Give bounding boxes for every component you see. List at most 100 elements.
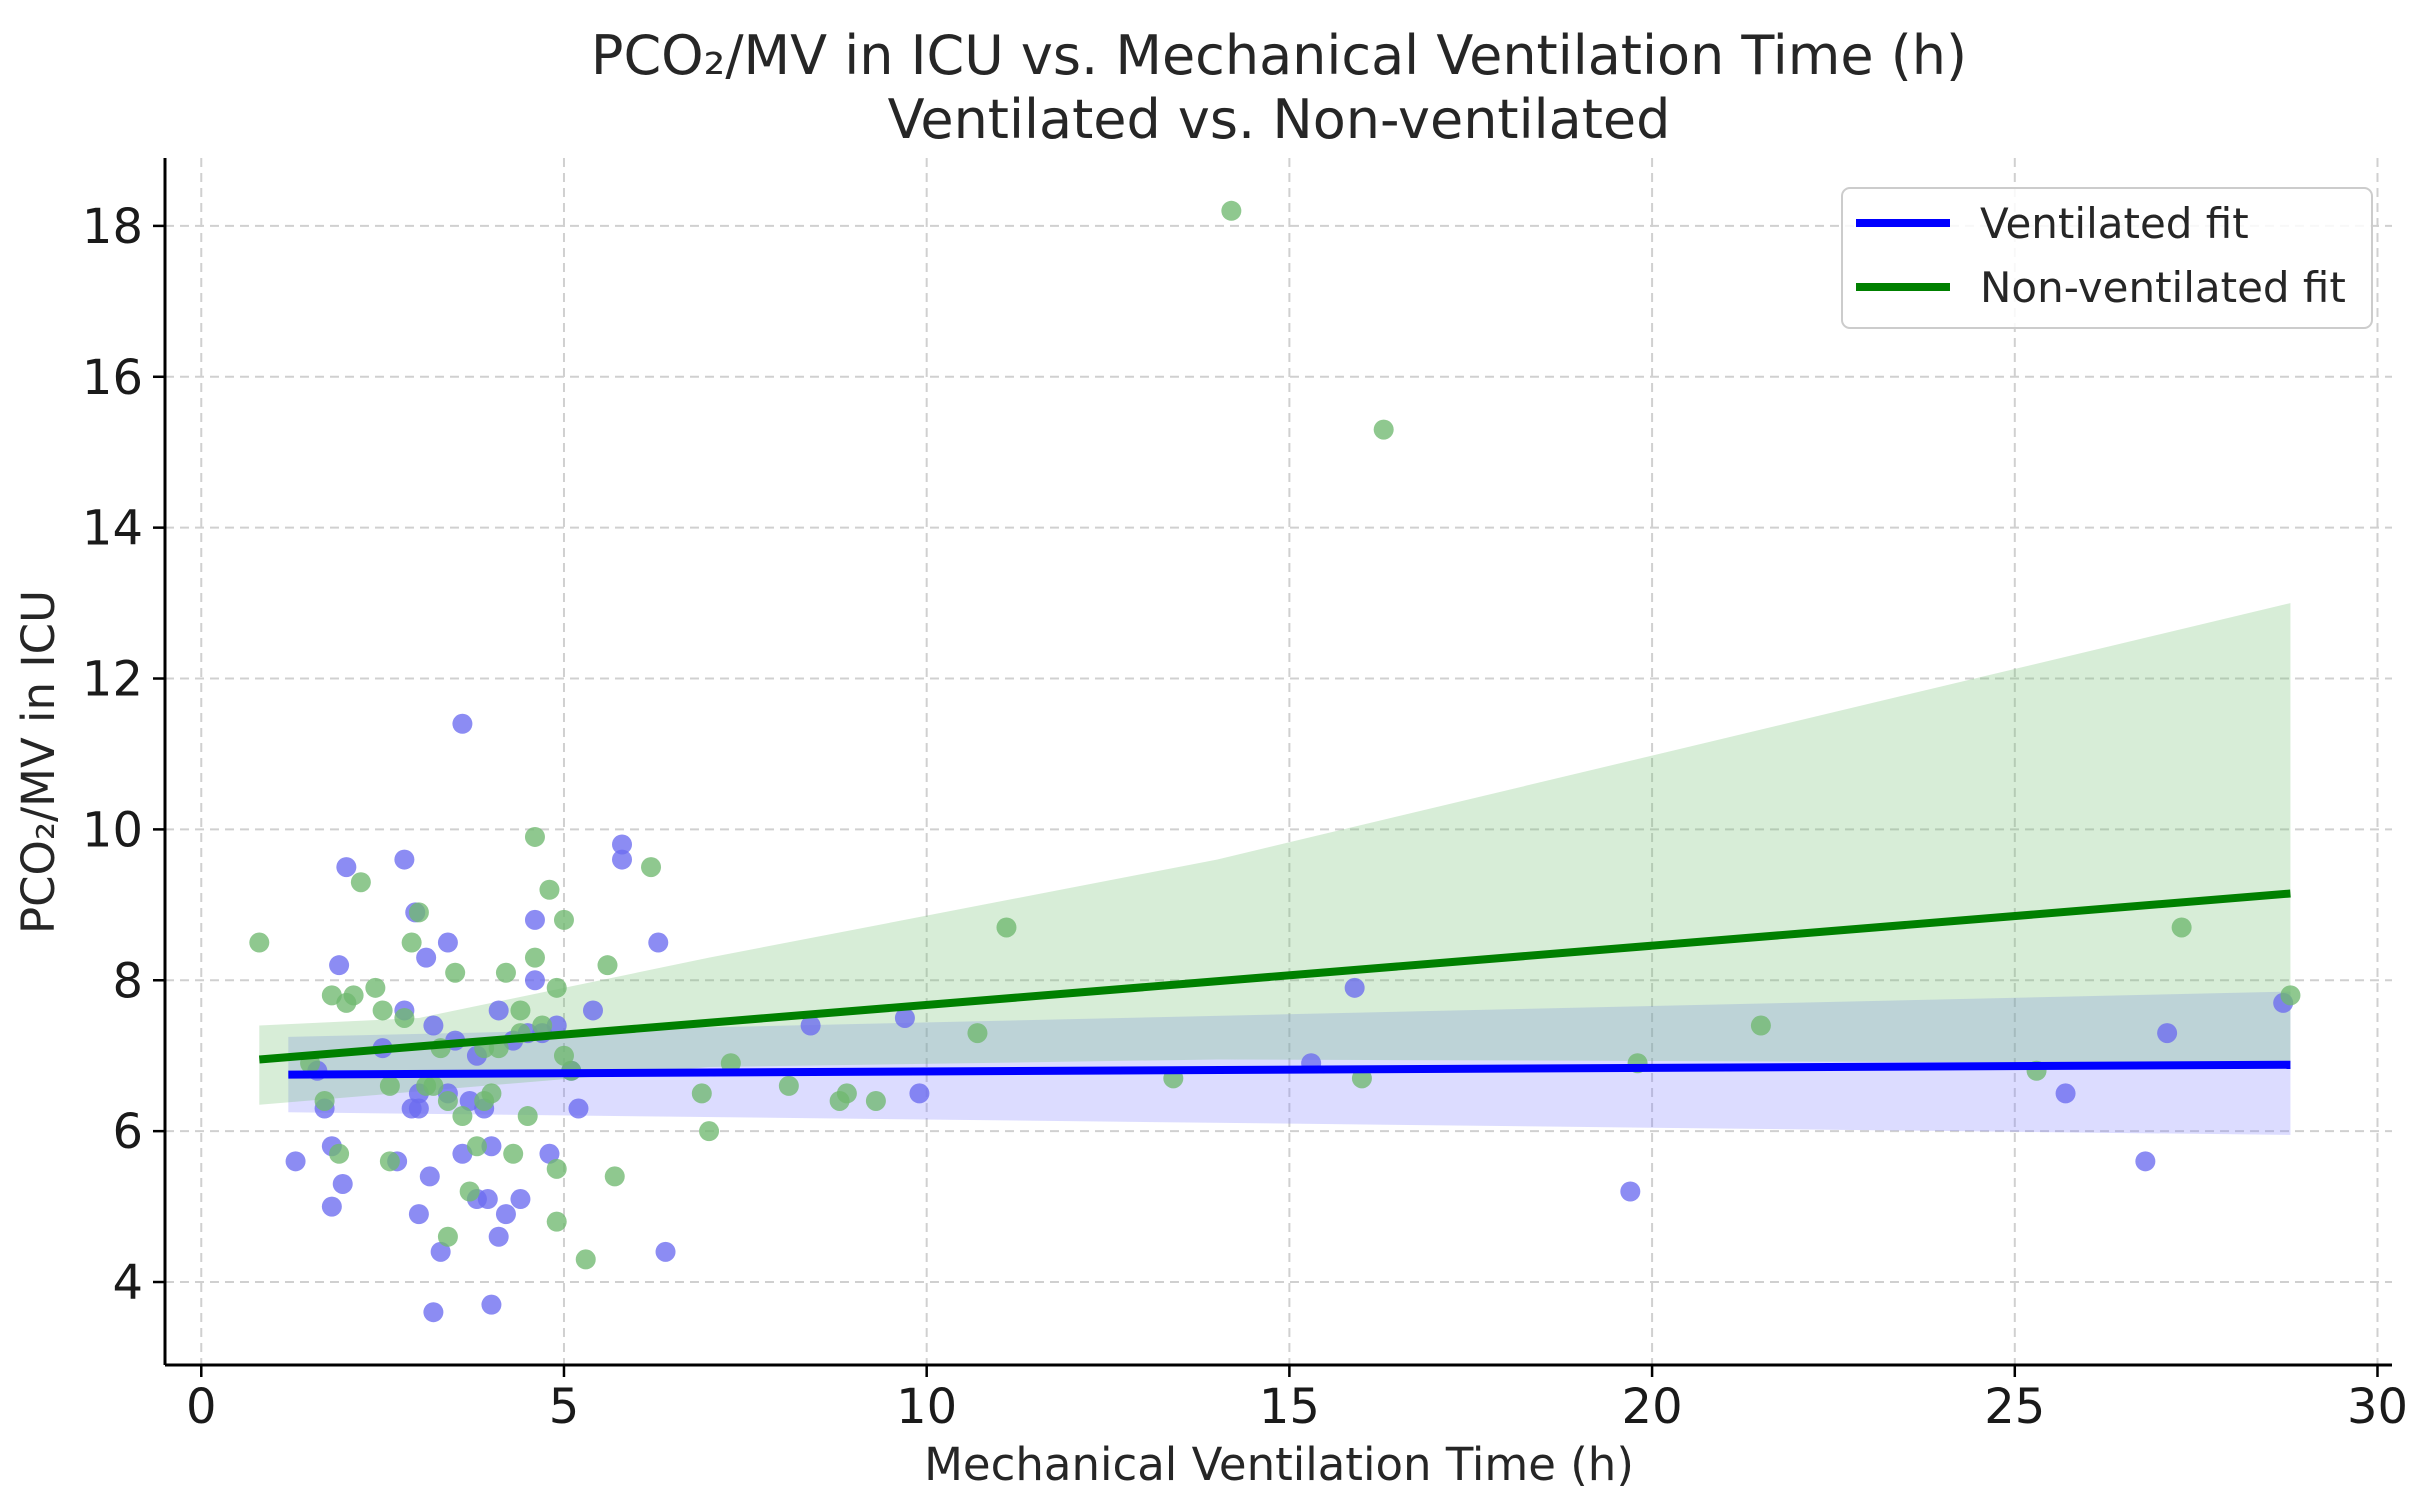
x-tick-label: 10 [896,1379,957,1435]
y-tick-label: 8 [112,953,143,1009]
non-ventilated-point [466,1136,487,1157]
non-ventilated-point [524,947,545,968]
confidence-band-non-ventilated [259,603,2291,1105]
ventilated-point [481,1136,502,1157]
ventilated-point [416,947,437,968]
y-tick-label: 16 [82,350,143,406]
non-ventilated-point [2171,917,2192,938]
ventilated-point [510,1189,531,1210]
non-ventilated-point [437,1226,458,1247]
non-ventilated-point [459,1181,480,1202]
non-ventilated-point [423,1075,444,1096]
non-ventilated-point [379,1151,400,1172]
ventilated-point [2135,1151,2156,1172]
non-ventilated-point [372,1000,393,1021]
x-tick-label: 5 [549,1379,580,1435]
grid-layer [165,158,2392,1365]
ventilated-point [2055,1083,2076,1104]
y-tick-label: 10 [82,802,143,858]
non-ventilated-point [394,1007,415,1028]
non-ventilated-point [778,1075,799,1096]
non-ventilated-point [641,857,662,878]
non-ventilated-point [314,1090,335,1111]
chart-title-line-1: PCO₂/MV in ICU vs. Mechanical Ventilatio… [591,24,1967,87]
ventilated-point [285,1151,306,1172]
ventilated-point [394,849,415,870]
x-tick-label: 30 [2347,1379,2408,1435]
ventilated-point [452,713,473,734]
ventilated-point [481,1294,502,1315]
tick-labels: 0 5 10 15 20 25 30 4 6 8 10 12 14 16 18 [82,199,2408,1435]
ventilated-point [1620,1181,1641,1202]
ventilated-point [488,1226,509,1247]
x-tick-label: 25 [1984,1379,2045,1435]
non-ventilated-point [553,909,574,930]
non-ventilated-point [539,879,560,900]
x-axis-label: Mechanical Ventilation Time (h) [924,1438,1634,1491]
ventilated-point [546,1015,567,1036]
ventilated-point [321,1196,342,1217]
non-ventilated-point [604,1166,625,1187]
non-ventilated-point [1351,1068,1372,1089]
non-ventilated-point [401,932,422,953]
non-ventilated-point [546,1211,567,1232]
non-ventilated-point [597,955,618,976]
y-axis-label: PCO₂/MV in ICU [12,590,65,934]
confidence-band-ventilated [288,991,2291,1135]
non-ventilated-point [343,985,364,1006]
ventilated-point [336,857,357,878]
ventilated-point [655,1241,676,1262]
x-tick-label: 0 [186,1379,217,1435]
non-ventilated-point [691,1083,712,1104]
ventilated-point [2157,1023,2178,1044]
non-ventilated-point [865,1090,886,1111]
fit-line-ventilated [288,1060,2291,1079]
x-tick-label: 20 [1622,1379,1683,1435]
ventilated-point [408,1098,429,1119]
non-ventilated-point [1750,1015,1771,1036]
non-ventilated-point [445,962,466,983]
non-ventilated-point [249,932,270,953]
non-ventilated-point [350,872,371,893]
ventilated-point [423,1015,444,1036]
non-ventilated-point [408,902,429,923]
non-ventilated-point [495,962,516,983]
non-ventilated-point [553,1045,574,1066]
ventilated-point [524,970,545,991]
non-ventilated-point [546,1158,567,1179]
non-ventilated-point [1373,419,1394,440]
non-ventilated-point [481,1083,502,1104]
fit-lines [258,889,2291,1079]
legend-label-non-ventilated-fit: Non-ventilated fit [1980,263,2346,312]
legend: Ventilated fit Non-ventilated fit [1841,187,2373,329]
non-ventilated-point [452,1106,473,1127]
confidence-bands [259,603,2291,1135]
non-ventilated-point [996,917,1017,938]
ventilated-point [430,1241,451,1262]
legend-label-ventilated-fit: Ventilated fit [1980,199,2249,248]
ventilated-point [582,1000,603,1021]
ventilated-point [909,1083,930,1104]
ventilated-point [408,1204,429,1225]
legend-box [1841,187,2373,329]
non-ventilated-point [1221,200,1242,221]
ventilated-point [568,1098,589,1119]
ventilated-point [495,1204,516,1225]
non-ventilated-point [329,1143,350,1164]
ventilated-point [329,955,350,976]
ventilated-point [539,1143,560,1164]
non-ventilated-point [379,1075,400,1096]
non-ventilated-point [532,1015,553,1036]
ventilated-point [648,932,669,953]
ventilated-point [332,1173,353,1194]
non-ventilated-point [575,1249,596,1270]
non-ventilated-point [2280,985,2301,1006]
y-tick-label: 18 [82,199,143,255]
non-ventilated-point [510,1000,531,1021]
y-tick-label: 12 [82,652,143,708]
non-ventilated-point [699,1121,720,1142]
ventilated-point [612,834,633,855]
non-ventilated-point [517,1106,538,1127]
y-tick-label: 6 [112,1104,143,1160]
